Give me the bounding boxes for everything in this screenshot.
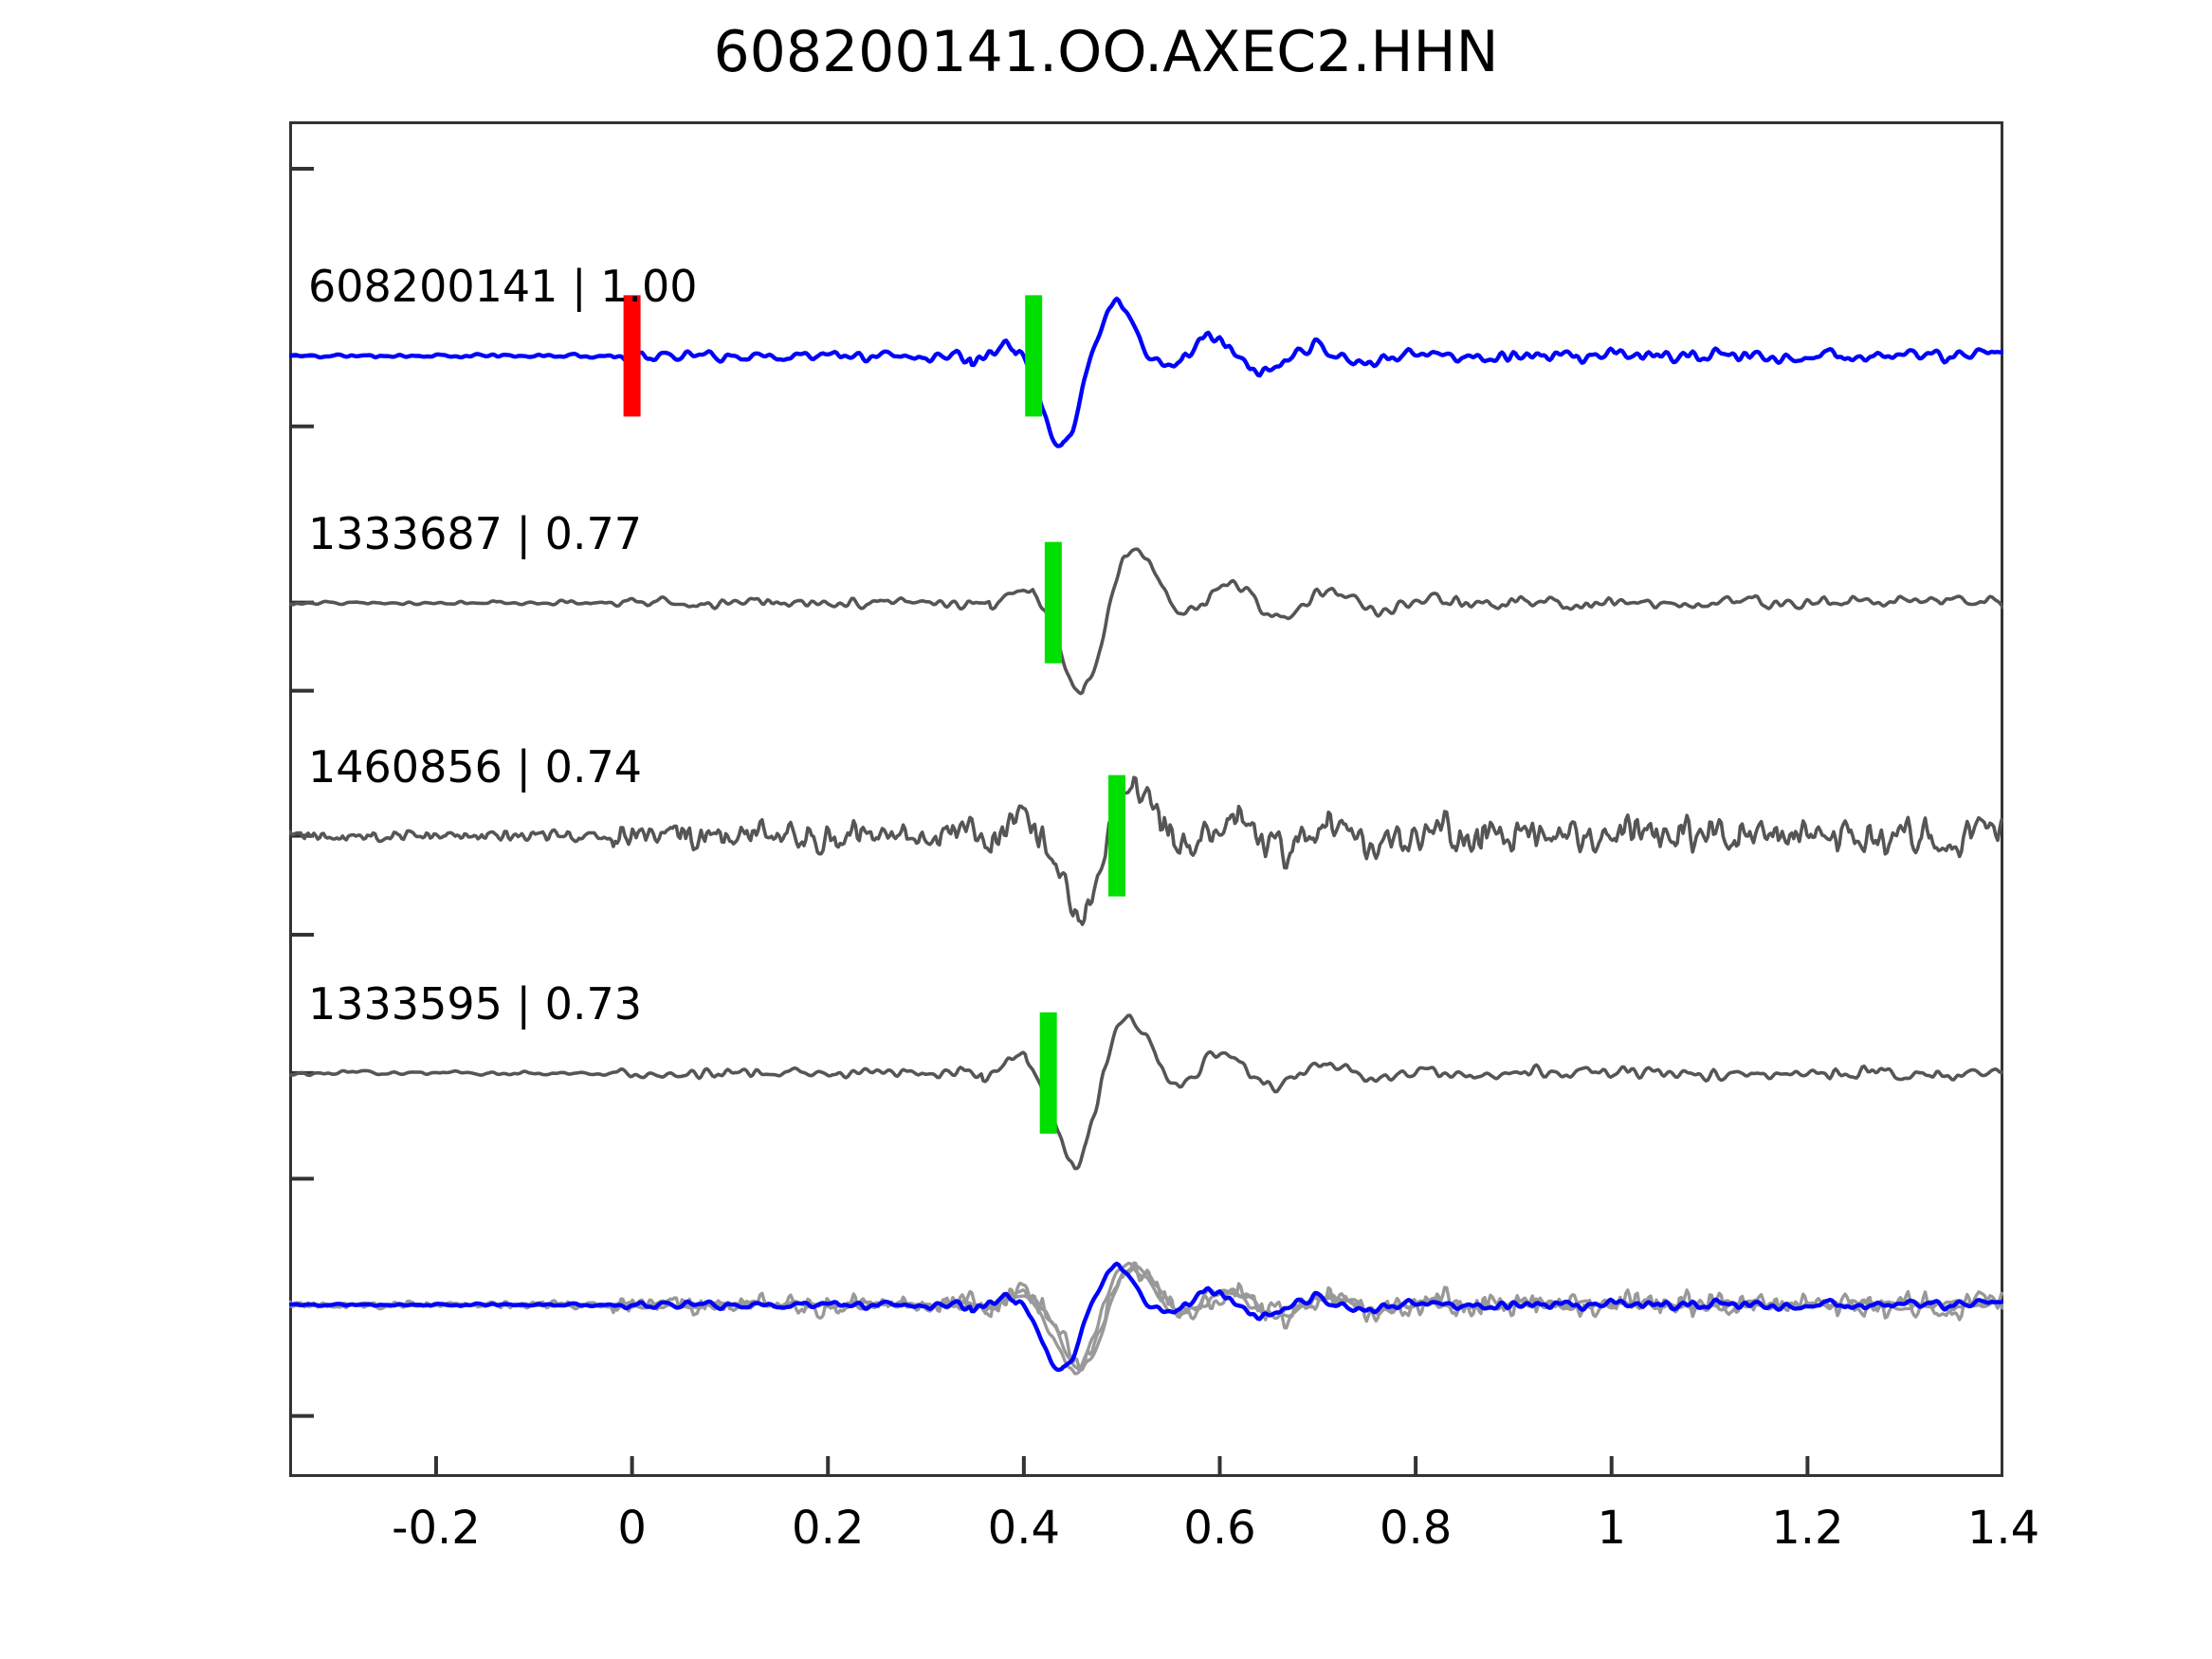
x-tick-label-1.2: 1.2 — [1771, 1502, 1844, 1555]
trace-label-608200141: 608200141 | 1.00 — [308, 261, 698, 313]
stack-overlay-trace — [289, 1262, 2003, 1376]
x-tick-label-0.8: 0.8 — [1379, 1502, 1453, 1555]
plot-area — [289, 121, 2003, 1477]
detection-marker[interactable] — [1108, 775, 1126, 897]
waveform-trace-608200141 — [289, 296, 2003, 448]
x-tick-label-0.2: 0.2 — [792, 1502, 865, 1555]
waveform-svg — [289, 121, 2003, 1477]
detection-marker[interactable] — [1025, 295, 1043, 417]
page-title: 608200141.OO.AXEC2.HHN — [713, 19, 1499, 85]
x-tick-label-0.6: 0.6 — [1183, 1502, 1256, 1555]
x-tick-label-1: 1 — [1597, 1502, 1627, 1555]
x-tick-label-0.4: 0.4 — [987, 1502, 1061, 1555]
trace-label-1460856: 1460856 | 0.74 — [308, 740, 643, 793]
stack-overlay-trace — [289, 1261, 2003, 1371]
trace-label-1333687: 1333687 | 0.77 — [308, 507, 643, 559]
waveform-trace-1333595 — [289, 1013, 2003, 1171]
stacked-overlay-group — [289, 1261, 2003, 1376]
detection-marker[interactable] — [1039, 1012, 1057, 1134]
stack-overlay-trace — [289, 1265, 2003, 1373]
waveform-trace-1333687 — [289, 547, 2003, 696]
x-tick-label-0: 0 — [617, 1502, 647, 1555]
trace-label-1333595: 1333595 | 0.73 — [308, 977, 643, 1030]
plot-frame — [289, 121, 2003, 1477]
stack-template-trace — [289, 1261, 2003, 1373]
waveform-trace-1460856 — [289, 775, 2003, 926]
x-tick-label--0.2: -0.2 — [392, 1502, 481, 1555]
detection-marker[interactable] — [1044, 541, 1062, 664]
x-tick-label-1.4: 1.4 — [1966, 1502, 2040, 1555]
pick-marker[interactable] — [623, 295, 641, 417]
